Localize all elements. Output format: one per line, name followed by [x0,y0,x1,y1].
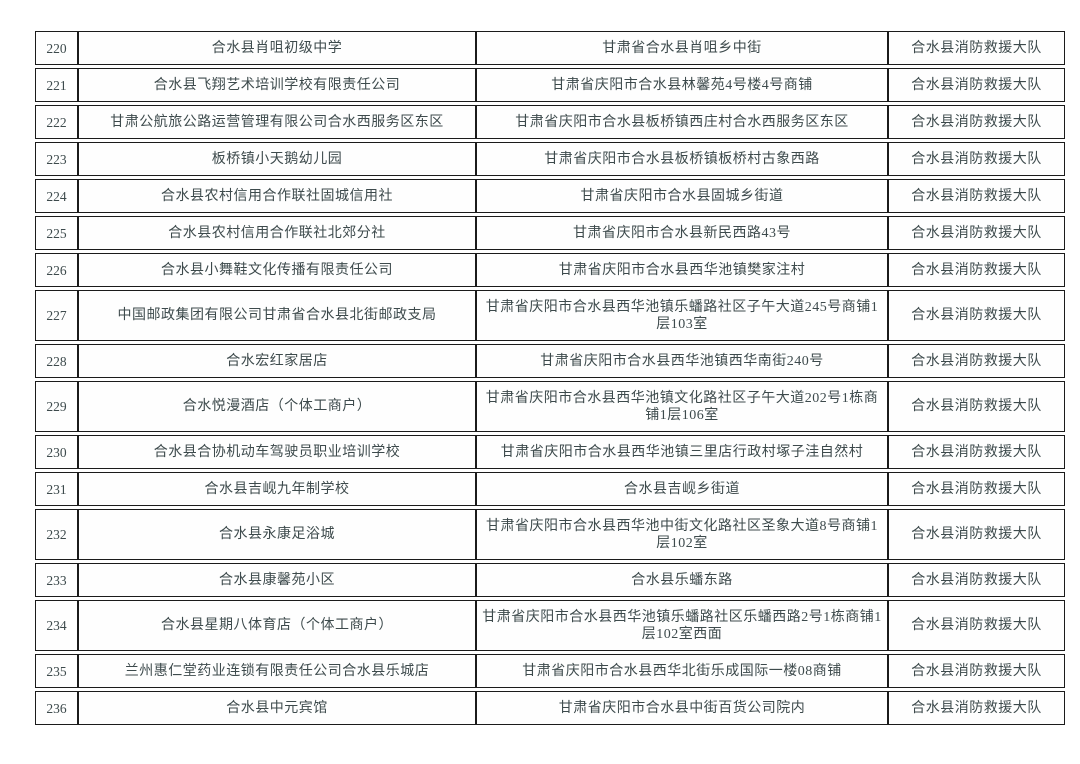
unit-name-cell: 合水县永康足浴城 [78,509,476,560]
address-cell: 甘肃省庆阳市合水县西华池镇文化路社区子午大道202号1栋商铺1层106室 [476,381,888,432]
table-row: 232 合水县永康足浴城 甘肃省庆阳市合水县西华池中街文化路社区圣象大道8号商铺1层… [35,509,1065,560]
address-cell: 甘肃省庆阳市合水县固城乡街道 [476,179,888,213]
table-row: 222 甘肃公航旅公路运营管理有限公司合水西服务区东区 甘肃省庆阳市合水县板桥镇西庄… [35,105,1065,139]
address-cell: 合水县吉岘乡街道 [476,472,888,506]
unit-name-cell: 甘肃公航旅公路运营管理有限公司合水西服务区东区 [78,105,476,139]
unit-name-cell: 兰州惠仁堂药业连锁有限责任公司合水县乐城店 [78,654,476,688]
row-number-cell: 225 [35,216,78,250]
address-cell: 甘肃省庆阳市合水县林馨苑4号楼4号商铺 [476,68,888,102]
address-cell: 甘肃省庆阳市合水县中街百货公司院内 [476,691,888,725]
address-cell: 甘肃省庆阳市合水县西华北街乐成国际一楼08商铺 [476,654,888,688]
row-number-cell: 221 [35,68,78,102]
table-row: 230 合水县合协机动车驾驶员职业培训学校 甘肃省庆阳市合水县西华池镇三里店行政村塚… [35,435,1065,469]
brigade-cell: 合水县消防救援大队 [888,290,1065,341]
row-number-cell: 234 [35,600,78,651]
table-row: 236 合水县中元宾馆 甘肃省庆阳市合水县中街百货公司院内 合水县消防救援大队 [35,691,1065,725]
table-row: 233 合水县康馨苑小区 合水县乐蟠东路 合水县消防救援大队 [35,563,1065,597]
brigade-cell: 合水县消防救援大队 [888,216,1065,250]
row-number-cell: 228 [35,344,78,378]
unit-name-cell: 合水县吉岘九年制学校 [78,472,476,506]
address-cell: 甘肃省庆阳市合水县板桥镇板桥村古象西路 [476,142,888,176]
brigade-cell: 合水县消防救援大队 [888,600,1065,651]
unit-name-cell: 中国邮政集团有限公司甘肃省合水县北街邮政支局 [78,290,476,341]
unit-name-cell: 合水县小舞鞋文化传播有限责任公司 [78,253,476,287]
unit-name-cell: 合水县肖咀初级中学 [78,31,476,65]
brigade-cell: 合水县消防救援大队 [888,563,1065,597]
row-number-cell: 231 [35,472,78,506]
row-number-cell: 220 [35,31,78,65]
facilities-table-body: 220 合水县肖咀初级中学 甘肃省合水县肖咀乡中街 合水县消防救援大队 221 合水县飞翔… [35,31,1065,725]
brigade-cell: 合水县消防救援大队 [888,435,1065,469]
brigade-cell: 合水县消防救援大队 [888,253,1065,287]
unit-name-cell: 合水县康馨苑小区 [78,563,476,597]
row-number-cell: 226 [35,253,78,287]
unit-name-cell: 合水县合协机动车驾驶员职业培训学校 [78,435,476,469]
unit-name-cell: 合水县飞翔艺术培训学校有限责任公司 [78,68,476,102]
unit-name-cell: 合水悦漫酒店（个体工商户） [78,381,476,432]
address-cell: 甘肃省庆阳市合水县西华池镇樊家注村 [476,253,888,287]
brigade-cell: 合水县消防救援大队 [888,472,1065,506]
brigade-cell: 合水县消防救援大队 [888,691,1065,725]
unit-name-cell: 合水县星期八体育店（个体工商户） [78,600,476,651]
row-number-cell: 224 [35,179,78,213]
address-cell: 甘肃省庆阳市合水县新民西路43号 [476,216,888,250]
row-number-cell: 227 [35,290,78,341]
table-row: 231 合水县吉岘九年制学校 合水县吉岘乡街道 合水县消防救援大队 [35,472,1065,506]
address-cell: 甘肃省庆阳市合水县西华池镇乐蟠路社区乐蟠西路2号1栋商铺1层102室西面 [476,600,888,651]
brigade-cell: 合水县消防救援大队 [888,68,1065,102]
table-row: 223 板桥镇小天鹅幼儿园 甘肃省庆阳市合水县板桥镇板桥村古象西路 合水县消防救援大队 [35,142,1065,176]
table-row: 226 合水县小舞鞋文化传播有限责任公司 甘肃省庆阳市合水县西华池镇樊家注村 合水县消… [35,253,1065,287]
unit-name-cell: 合水县中元宾馆 [78,691,476,725]
table-row: 228 合水宏红家居店 甘肃省庆阳市合水县西华池镇西华南街240号 合水县消防救援大队 [35,344,1065,378]
unit-name-cell: 合水县农村信用合作联社北郊分社 [78,216,476,250]
address-cell: 甘肃省合水县肖咀乡中街 [476,31,888,65]
brigade-cell: 合水县消防救援大队 [888,105,1065,139]
address-cell: 甘肃省庆阳市合水县板桥镇西庄村合水西服务区东区 [476,105,888,139]
row-number-cell: 236 [35,691,78,725]
table-row: 224 合水县农村信用合作联社固城信用社 甘肃省庆阳市合水县固城乡街道 合水县消防救援… [35,179,1065,213]
brigade-cell: 合水县消防救援大队 [888,179,1065,213]
row-number-cell: 230 [35,435,78,469]
row-number-cell: 235 [35,654,78,688]
facilities-table: 220 合水县肖咀初级中学 甘肃省合水县肖咀乡中街 合水县消防救援大队 221 合水县飞翔… [35,28,1065,728]
row-number-cell: 232 [35,509,78,560]
brigade-cell: 合水县消防救援大队 [888,142,1065,176]
row-number-cell: 222 [35,105,78,139]
brigade-cell: 合水县消防救援大队 [888,344,1065,378]
address-cell: 甘肃省庆阳市合水县西华池镇三里店行政村塚子洼自然村 [476,435,888,469]
table-row: 221 合水县飞翔艺术培训学校有限责任公司 甘肃省庆阳市合水县林馨苑4号楼4号商铺合… [35,68,1065,102]
brigade-cell: 合水县消防救援大队 [888,381,1065,432]
row-number-cell: 229 [35,381,78,432]
address-cell: 甘肃省庆阳市合水县西华池镇乐蟠路社区子午大道245号商铺1层103室 [476,290,888,341]
unit-name-cell: 板桥镇小天鹅幼儿园 [78,142,476,176]
row-number-cell: 223 [35,142,78,176]
brigade-cell: 合水县消防救援大队 [888,654,1065,688]
table-row: 220 合水县肖咀初级中学 甘肃省合水县肖咀乡中街 合水县消防救援大队 [35,31,1065,65]
table-row: 227 中国邮政集团有限公司甘肃省合水县北街邮政支局 甘肃省庆阳市合水县西华池镇乐蟠… [35,290,1065,341]
brigade-cell: 合水县消防救援大队 [888,31,1065,65]
brigade-cell: 合水县消防救援大队 [888,509,1065,560]
table-row: 225 合水县农村信用合作联社北郊分社 甘肃省庆阳市合水县新民西路43号 合水县消防救… [35,216,1065,250]
address-cell: 甘肃省庆阳市合水县西华池中街文化路社区圣象大道8号商铺1层102室 [476,509,888,560]
table-row: 229 合水悦漫酒店（个体工商户） 甘肃省庆阳市合水县西华池镇文化路社区子午大道20… [35,381,1065,432]
table-row: 235 兰州惠仁堂药业连锁有限责任公司合水县乐城店 甘肃省庆阳市合水县西华北街乐成国… [35,654,1065,688]
table-row: 234 合水县星期八体育店（个体工商户） 甘肃省庆阳市合水县西华池镇乐蟠路社区乐蟠西… [35,600,1065,651]
unit-name-cell: 合水县农村信用合作联社固城信用社 [78,179,476,213]
address-cell: 甘肃省庆阳市合水县西华池镇西华南街240号 [476,344,888,378]
row-number-cell: 233 [35,563,78,597]
address-cell: 合水县乐蟠东路 [476,563,888,597]
unit-name-cell: 合水宏红家居店 [78,344,476,378]
